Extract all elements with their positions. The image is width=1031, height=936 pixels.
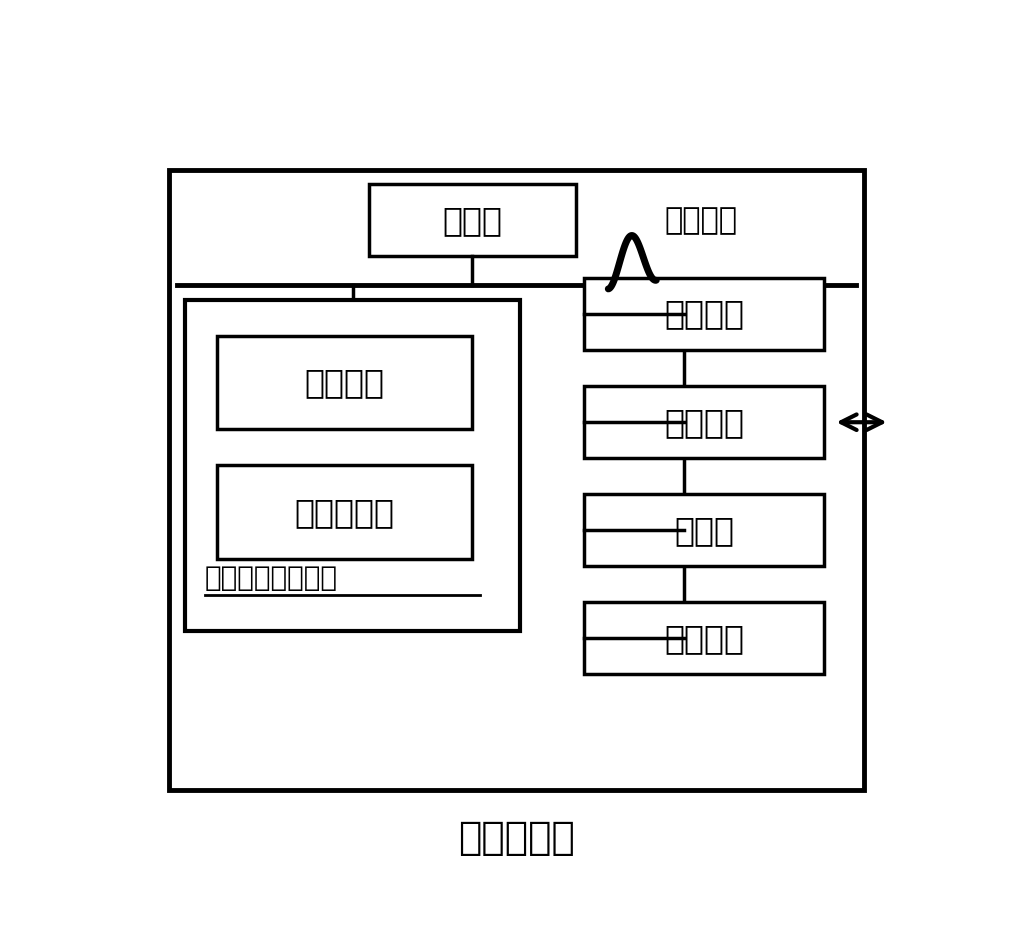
FancyBboxPatch shape: [585, 603, 824, 675]
FancyBboxPatch shape: [585, 494, 824, 566]
FancyBboxPatch shape: [369, 184, 576, 256]
FancyBboxPatch shape: [169, 170, 864, 790]
FancyBboxPatch shape: [585, 278, 824, 350]
FancyBboxPatch shape: [217, 465, 472, 559]
Text: 内存储器: 内存储器: [664, 298, 744, 330]
FancyBboxPatch shape: [217, 336, 472, 430]
Text: 计算机设备: 计算机设备: [458, 819, 575, 856]
FancyBboxPatch shape: [585, 387, 824, 459]
Text: 处理器: 处理器: [442, 204, 502, 237]
Text: 网络接口: 网络接口: [664, 405, 744, 439]
Text: 操作系统: 操作系统: [304, 366, 385, 399]
Text: 系统总线: 系统总线: [664, 206, 737, 235]
FancyBboxPatch shape: [185, 300, 521, 631]
Text: 显示屏: 显示屏: [674, 514, 734, 547]
Text: 非易失性存储介质: 非易失性存储介质: [205, 563, 338, 592]
Text: 计算机程序: 计算机程序: [295, 496, 395, 529]
Text: 输入装置: 输入装置: [664, 622, 744, 655]
